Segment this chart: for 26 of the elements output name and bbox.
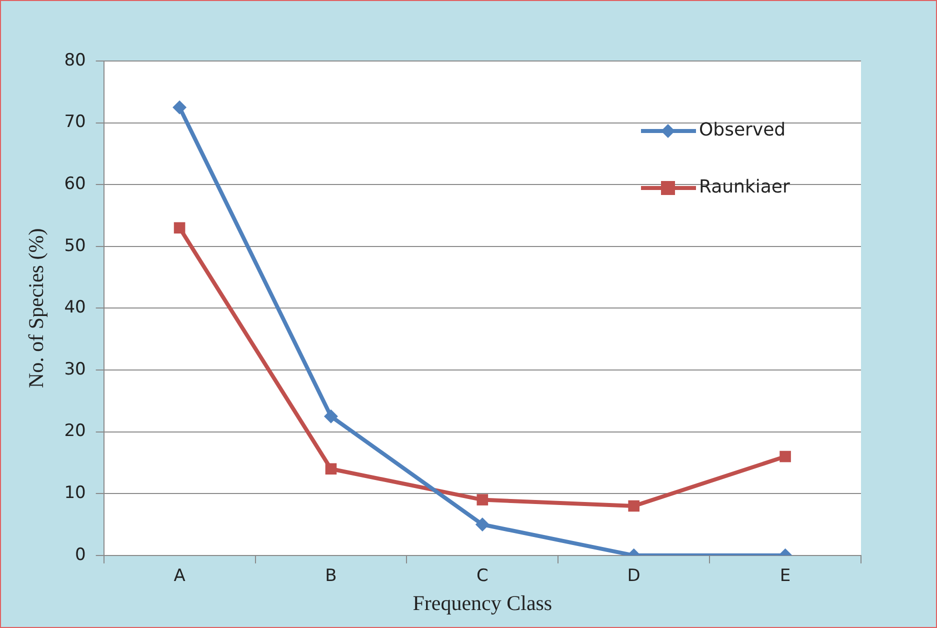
y-tick-label: 40	[64, 298, 86, 318]
y-axis-title: No. of Species (%)	[24, 228, 48, 388]
y-tick-label: 70	[64, 112, 86, 132]
x-tick-label: D	[627, 566, 640, 586]
x-tick-label: B	[325, 566, 337, 586]
x-axis-title: Frequency Class	[412, 590, 552, 615]
point	[475, 518, 490, 532]
x-tick-label: A	[174, 566, 186, 586]
point	[172, 100, 187, 114]
y-tick-label: 0	[75, 544, 86, 565]
y-tick-label: 60	[64, 174, 86, 194]
legend-label: Raunkiaer	[699, 176, 790, 198]
y-tick-label: 50	[64, 236, 86, 256]
point	[174, 222, 186, 234]
y-tick-label: 20	[64, 421, 86, 442]
y-tick-label: 10	[64, 483, 86, 504]
point	[325, 463, 337, 475]
x-tick-label: E	[780, 566, 791, 586]
y-tick-label: 80	[64, 50, 86, 70]
x-tick-label: C	[476, 566, 488, 586]
point	[780, 450, 791, 462]
legend-label: Observed	[699, 120, 786, 141]
point	[324, 409, 338, 424]
point	[476, 494, 488, 506]
point	[628, 500, 640, 512]
y-tick-label: 30	[64, 359, 86, 380]
